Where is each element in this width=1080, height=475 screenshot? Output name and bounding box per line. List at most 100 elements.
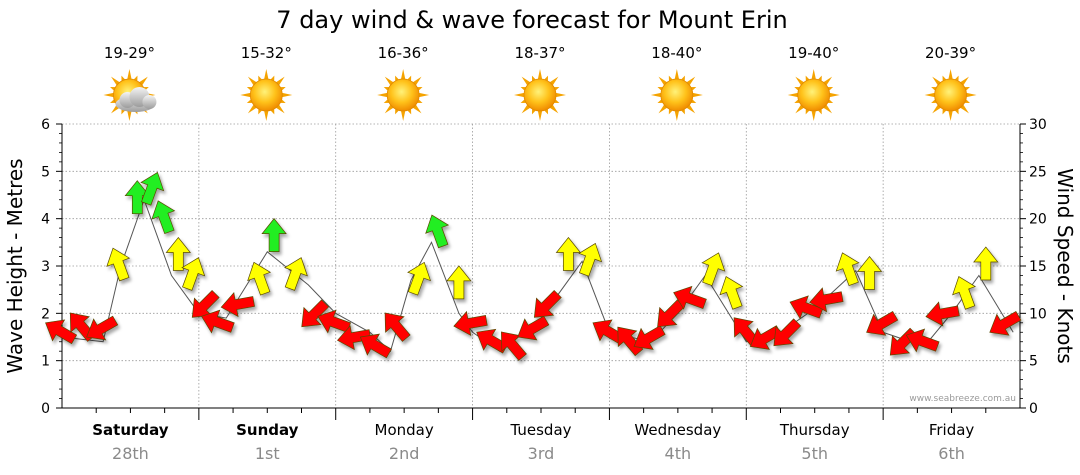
- wind-arrow-shape: [809, 287, 844, 313]
- wind-arrow: [220, 291, 255, 318]
- sun-ray: [554, 92, 566, 98]
- wind-arrow: [533, 289, 562, 318]
- date-label-3rd: 3rd: [528, 444, 555, 463]
- sun-ray: [127, 69, 132, 81]
- wind-arrow-shape: [905, 328, 940, 353]
- day-label-friday: Friday: [929, 421, 975, 439]
- temp-range-sunday: 15-32°: [241, 44, 292, 62]
- wind-arrow-shape: [140, 171, 165, 206]
- wind-arrow: [517, 315, 550, 341]
- sun-disc: [660, 78, 694, 112]
- wind-arrow: [789, 295, 824, 320]
- temp-range-tuesday: 18-37°: [514, 44, 565, 62]
- wind-arrow-shape: [446, 265, 472, 300]
- wind-arrow: [719, 276, 744, 310]
- sun-ray: [514, 92, 526, 98]
- sun-ray: [400, 69, 406, 81]
- wind-arrow-shape: [835, 252, 860, 287]
- wind-arrow-shape: [301, 299, 330, 328]
- sun-disc: [249, 78, 283, 112]
- left-tick-label: 6: [41, 117, 50, 133]
- wind-arrow: [86, 315, 119, 341]
- temp-range-monday: 16-36°: [378, 44, 429, 62]
- date-label-6th: 6th: [938, 444, 965, 463]
- wind-arrow-shape: [973, 246, 999, 281]
- sun-disc: [797, 78, 831, 112]
- sun-disc: [934, 78, 967, 112]
- sun-ray: [948, 109, 953, 121]
- wind-arrow-shape: [578, 242, 603, 277]
- sun-ray: [650, 92, 663, 98]
- sun-ray: [537, 109, 543, 121]
- date-label-28th: 28th: [112, 444, 149, 463]
- day-label-thursday: Thursday: [779, 421, 850, 439]
- wind-arrow: [973, 246, 999, 281]
- wind-arrow: [384, 312, 411, 342]
- wind-arrow-shape: [773, 318, 802, 347]
- sun-icon: [514, 69, 566, 121]
- wind-arrow-shape: [384, 312, 411, 342]
- wind-arrow-shape: [701, 252, 726, 287]
- wind-arrow-shape: [336, 325, 372, 351]
- date-label-2nd: 2nd: [389, 444, 419, 463]
- wind-arrow: [701, 252, 726, 287]
- wind-arrow: [453, 310, 488, 336]
- day-label-sunday: Sunday: [236, 421, 299, 439]
- wind-arrow-shape: [517, 315, 550, 341]
- wind-arrow: [866, 310, 899, 336]
- credit-text: www.seabreeze.com.au: [909, 394, 1016, 404]
- wind-arrow-shape: [633, 325, 666, 350]
- wind-arrow: [140, 171, 165, 206]
- wind-arrow: [283, 257, 308, 291]
- wind-arrow: [809, 287, 844, 313]
- wind-arrow-shape: [719, 276, 744, 310]
- wind-arrow: [617, 326, 644, 357]
- wind-arrow-shape: [247, 261, 272, 296]
- cloud-shape: [115, 87, 157, 112]
- wind-arrow-shape: [407, 261, 432, 296]
- date-label-4th: 4th: [665, 444, 692, 463]
- plot-axes: 0 1 2 3 4 5 6 0 5 10 15 20 25 30 Saturday 28th Sunday 1st…: [41, 117, 1047, 463]
- wind-arrow-shape: [952, 276, 977, 310]
- cloud-puff: [142, 95, 157, 109]
- plot-grid: [62, 123, 1020, 408]
- sun-ray: [811, 69, 817, 81]
- sun-ray: [417, 92, 430, 98]
- sun-ray: [377, 92, 389, 98]
- sun-ray: [787, 92, 799, 98]
- left-tick-label: 4: [41, 212, 50, 228]
- right-tick-label: 5: [1029, 354, 1038, 370]
- left-tick-label: 5: [41, 164, 50, 180]
- wind-arrow-shape: [165, 236, 192, 271]
- sun-icon: [377, 69, 430, 121]
- wind-arrow-shape: [789, 295, 824, 320]
- right-tick-label: 10: [1029, 306, 1047, 322]
- sun-icon: [787, 69, 840, 121]
- sun-ray: [400, 109, 406, 121]
- right-axis-title: Wind Speed - Knots: [1053, 168, 1077, 364]
- temp-range-thursday: 19-40°: [788, 44, 839, 62]
- wind-arrow: [336, 325, 372, 351]
- right-tick-label: 0: [1029, 401, 1038, 417]
- wind-arrow-shape: [261, 218, 287, 252]
- sun-icon: [924, 69, 977, 121]
- wind-arrow: [773, 318, 802, 347]
- partly-cloudy-sun-icon: [103, 69, 157, 121]
- wind-arrow-shape: [617, 326, 644, 357]
- sun-ray: [263, 109, 269, 121]
- left-tick-label: 2: [41, 306, 50, 322]
- wind-arrow-shape: [866, 310, 899, 336]
- sun-ray: [240, 92, 252, 98]
- sun-ray: [674, 69, 680, 81]
- wind-arrow-shape: [453, 310, 488, 336]
- wind-arrow: [856, 255, 883, 290]
- wind-arrow: [555, 236, 582, 271]
- temp-range-saturday: 19-29°: [104, 44, 155, 62]
- sun-ray: [537, 69, 543, 81]
- wind-arrow: [165, 236, 192, 271]
- sun-ray: [127, 109, 132, 121]
- wind-arrow-shape: [181, 257, 206, 291]
- day-forecast-header: 19-29° 15-32° 16-36° 18-37° 18-40° 19-40° 20-3…: [103, 44, 977, 121]
- wind-arrow-shape: [220, 291, 255, 318]
- wind-arrow: [925, 301, 960, 327]
